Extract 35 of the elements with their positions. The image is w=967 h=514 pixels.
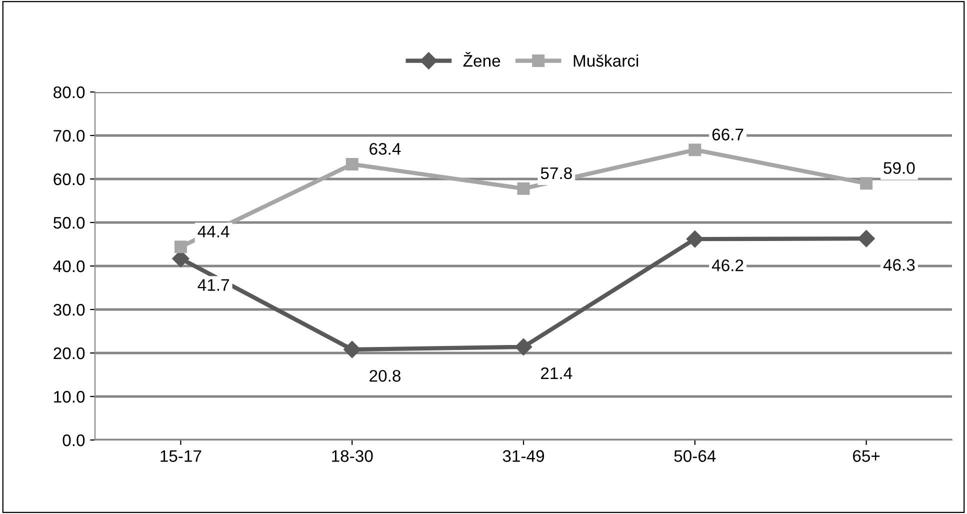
point [688,144,702,156]
point [517,182,530,195]
data-label: 46.2 [712,259,744,272]
x-tick-label: 50-64 [674,450,716,462]
x-tick-label: 31-49 [502,450,544,462]
legend-label: Muškarci [574,54,638,67]
data-label: 20.8 [370,370,400,382]
legend-label: Žene [463,52,500,67]
y-tick-label: 50.0 [54,216,85,229]
point [860,177,873,190]
y-tick-label: 10.0 [54,390,85,403]
y-tick-label: 20.0 [54,347,85,360]
data-label: 57.8 [540,167,572,180]
point [346,158,358,170]
y-tick-label: 80.0 [54,86,85,98]
data-label: 59.0 [884,162,915,174]
y-tick-label: 70.0 [54,130,85,142]
x-tick-label: 15-17 [160,450,202,462]
y-tick-label: 60.0 [54,173,85,186]
y-tick-label: 40.0 [53,260,85,272]
point [174,240,187,254]
data-label: 44.4 [198,226,230,238]
y-tick-label: 30.0 [53,304,85,316]
x-tick-label: 18-30 [332,450,373,462]
y-tick-label: 0.0 [62,434,85,446]
data-label: 46.3 [883,259,915,271]
point [514,338,532,356]
point [686,230,704,248]
point [858,230,875,248]
x-tick-label: 65+ [853,450,880,462]
point [344,340,361,358]
data-label: 21.4 [541,367,572,379]
data-label: 66.7 [712,128,744,140]
data-label: 63.4 [370,142,401,155]
data-label: 41.7 [198,279,229,291]
